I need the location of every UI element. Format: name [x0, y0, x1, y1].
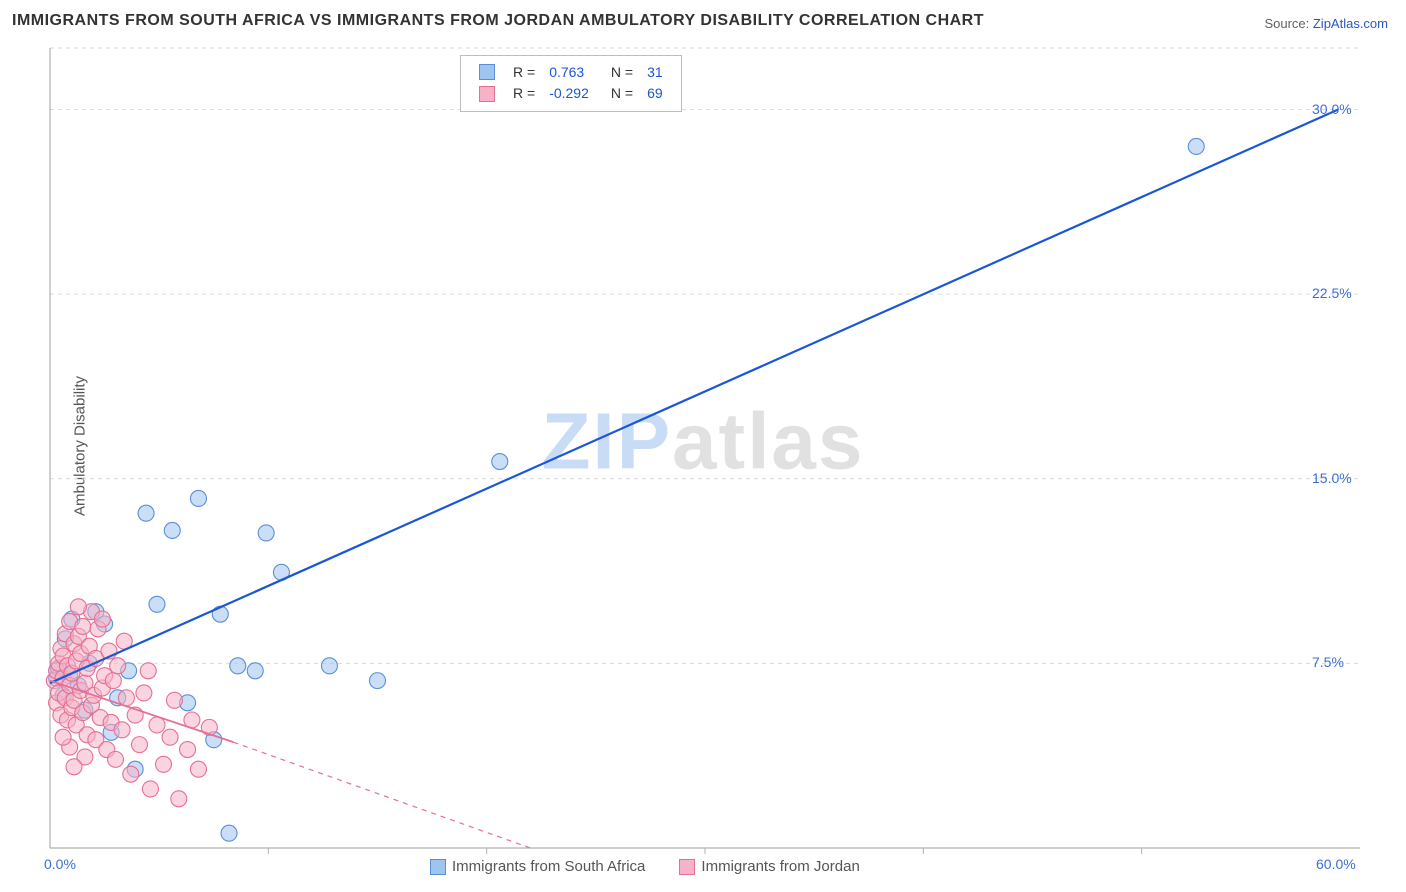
data-point — [190, 490, 206, 506]
axis-tick-label: 0.0% — [44, 856, 76, 872]
data-point — [108, 751, 124, 767]
legend-label: Immigrants from Jordan — [701, 858, 859, 875]
data-point — [140, 663, 156, 679]
r-label: R = — [507, 62, 541, 81]
chart-svg — [0, 0, 1406, 892]
r-label: R = — [507, 83, 541, 102]
data-point — [55, 729, 71, 745]
legend-swatch — [479, 64, 495, 80]
data-point — [105, 673, 121, 689]
n-label: N = — [597, 83, 639, 102]
chart-container: IMMIGRANTS FROM SOUTH AFRICA VS IMMIGRAN… — [0, 0, 1406, 892]
n-value: 69 — [641, 83, 669, 102]
data-point — [321, 658, 337, 674]
data-point — [258, 525, 274, 541]
data-point — [123, 766, 139, 782]
data-point — [166, 692, 182, 708]
data-point — [94, 611, 110, 627]
stats-legend: R =0.763N =31R =-0.292N =69 — [460, 55, 682, 112]
data-point — [114, 722, 130, 738]
data-point — [156, 756, 172, 772]
data-point — [190, 761, 206, 777]
data-point — [492, 454, 508, 470]
axis-tick-label: 60.0% — [1316, 856, 1356, 872]
axis-tick-label: 15.0% — [1312, 470, 1352, 486]
axis-tick-label: 22.5% — [1312, 285, 1352, 301]
data-point — [180, 742, 196, 758]
data-point — [75, 618, 91, 634]
data-point — [221, 825, 237, 841]
data-point — [132, 737, 148, 753]
series-legend: Immigrants from South Africa Immigrants f… — [430, 858, 894, 875]
legend-swatch — [679, 859, 695, 875]
legend-item: Immigrants from South Africa — [430, 858, 645, 875]
data-point — [162, 729, 178, 745]
data-point — [171, 791, 187, 807]
stats-legend-row: R =0.763N =31 — [473, 62, 669, 81]
r-value: -0.292 — [543, 83, 595, 102]
data-point — [66, 759, 82, 775]
stats-legend-row: R =-0.292N =69 — [473, 83, 669, 102]
legend-label: Immigrants from South Africa — [452, 858, 645, 875]
n-value: 31 — [641, 62, 669, 81]
legend-swatch — [479, 86, 495, 102]
data-point — [142, 781, 158, 797]
r-value: 0.763 — [543, 62, 595, 81]
trend-line-dash — [233, 742, 530, 848]
legend-item: Immigrants from Jordan — [679, 858, 859, 875]
data-point — [1188, 138, 1204, 154]
data-point — [230, 658, 246, 674]
data-point — [136, 685, 152, 701]
data-point — [110, 658, 126, 674]
n-label: N = — [597, 62, 639, 81]
axis-tick-label: 7.5% — [1312, 654, 1344, 670]
data-point — [370, 673, 386, 689]
data-point — [138, 505, 154, 521]
data-point — [70, 599, 86, 615]
trend-line — [50, 110, 1338, 684]
data-point — [149, 596, 165, 612]
data-point — [247, 663, 263, 679]
data-point — [164, 522, 180, 538]
legend-swatch — [430, 859, 446, 875]
axis-tick-label: 30.0% — [1312, 101, 1352, 117]
